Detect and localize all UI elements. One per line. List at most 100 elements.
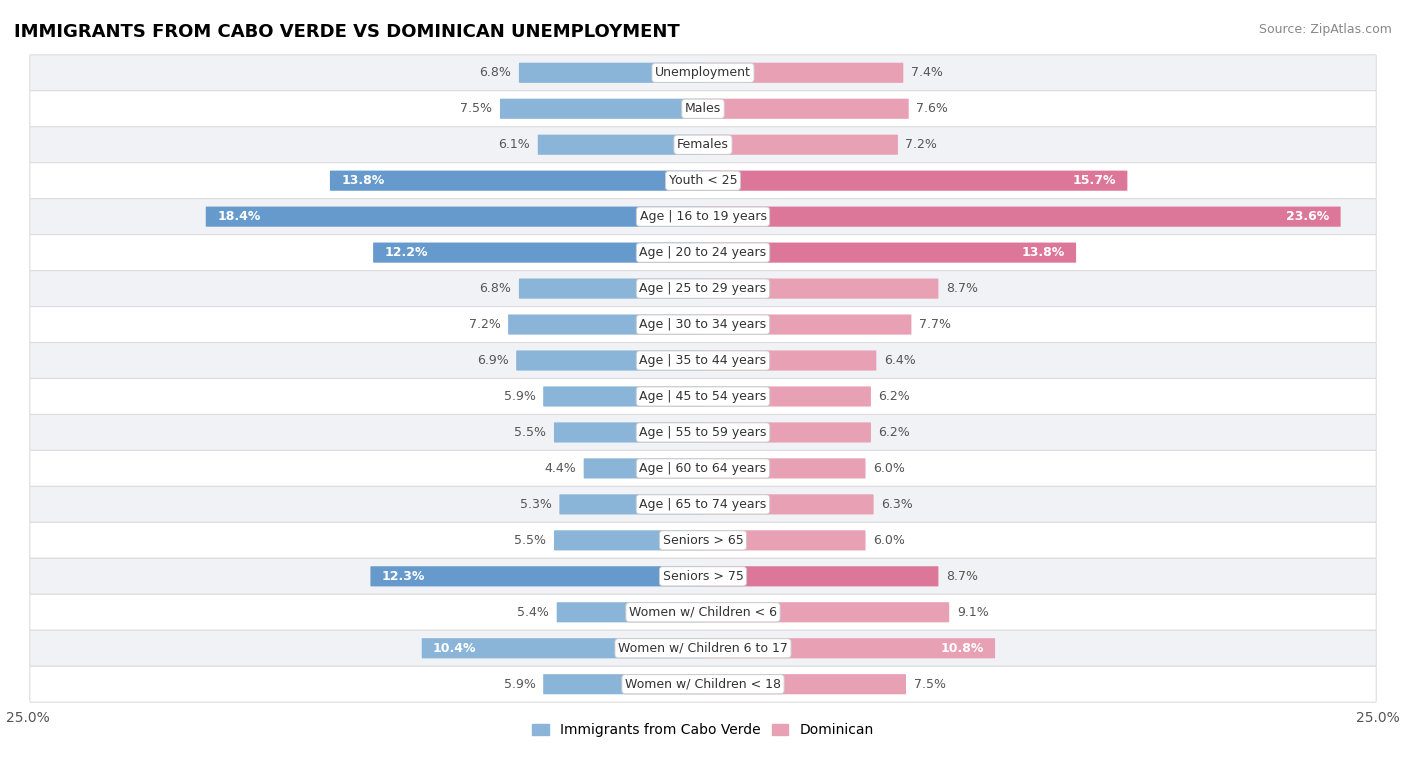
FancyBboxPatch shape	[30, 594, 1376, 631]
FancyBboxPatch shape	[370, 566, 703, 587]
Text: 15.7%: 15.7%	[1073, 174, 1116, 187]
Text: 4.4%: 4.4%	[544, 462, 576, 475]
Text: 6.4%: 6.4%	[884, 354, 915, 367]
Text: Women w/ Children 6 to 17: Women w/ Children 6 to 17	[619, 642, 787, 655]
FancyBboxPatch shape	[703, 494, 873, 515]
FancyBboxPatch shape	[703, 386, 870, 407]
Text: 13.8%: 13.8%	[342, 174, 384, 187]
Text: Unemployment: Unemployment	[655, 67, 751, 79]
Text: 5.9%: 5.9%	[503, 390, 536, 403]
FancyBboxPatch shape	[703, 350, 876, 371]
Text: 12.2%: 12.2%	[384, 246, 427, 259]
Text: Age | 20 to 24 years: Age | 20 to 24 years	[640, 246, 766, 259]
Text: Women w/ Children < 6: Women w/ Children < 6	[628, 606, 778, 618]
FancyBboxPatch shape	[703, 98, 908, 119]
FancyBboxPatch shape	[30, 666, 1376, 702]
Text: 18.4%: 18.4%	[217, 210, 260, 223]
FancyBboxPatch shape	[703, 279, 938, 299]
Text: Seniors > 75: Seniors > 75	[662, 570, 744, 583]
FancyBboxPatch shape	[330, 170, 703, 191]
FancyBboxPatch shape	[554, 531, 703, 550]
FancyBboxPatch shape	[554, 422, 703, 443]
FancyBboxPatch shape	[30, 522, 1376, 559]
Text: 5.5%: 5.5%	[515, 534, 547, 547]
Text: 9.1%: 9.1%	[956, 606, 988, 618]
Text: 7.5%: 7.5%	[460, 102, 492, 115]
Text: 13.8%: 13.8%	[1022, 246, 1064, 259]
Text: 5.3%: 5.3%	[520, 498, 551, 511]
FancyBboxPatch shape	[501, 98, 703, 119]
FancyBboxPatch shape	[30, 307, 1376, 342]
Text: 6.2%: 6.2%	[879, 426, 910, 439]
FancyBboxPatch shape	[30, 198, 1376, 235]
FancyBboxPatch shape	[703, 242, 1076, 263]
Text: 8.7%: 8.7%	[946, 570, 979, 583]
FancyBboxPatch shape	[560, 494, 703, 515]
Text: 6.8%: 6.8%	[479, 282, 512, 295]
FancyBboxPatch shape	[30, 450, 1376, 487]
Text: Females: Females	[678, 139, 728, 151]
FancyBboxPatch shape	[703, 531, 866, 550]
FancyBboxPatch shape	[30, 378, 1376, 415]
Text: Age | 25 to 29 years: Age | 25 to 29 years	[640, 282, 766, 295]
Text: 7.4%: 7.4%	[911, 67, 943, 79]
FancyBboxPatch shape	[30, 631, 1376, 666]
FancyBboxPatch shape	[537, 135, 703, 154]
FancyBboxPatch shape	[703, 207, 1341, 226]
FancyBboxPatch shape	[30, 487, 1376, 522]
Text: 7.5%: 7.5%	[914, 678, 946, 690]
FancyBboxPatch shape	[703, 566, 938, 587]
Text: 10.4%: 10.4%	[433, 642, 477, 655]
Text: Age | 45 to 54 years: Age | 45 to 54 years	[640, 390, 766, 403]
Text: 7.6%: 7.6%	[917, 102, 948, 115]
Text: 5.5%: 5.5%	[515, 426, 547, 439]
Text: 6.3%: 6.3%	[882, 498, 912, 511]
Legend: Immigrants from Cabo Verde, Dominican: Immigrants from Cabo Verde, Dominican	[527, 718, 879, 743]
FancyBboxPatch shape	[519, 279, 703, 299]
Text: 6.0%: 6.0%	[873, 462, 905, 475]
Text: 6.8%: 6.8%	[479, 67, 512, 79]
Text: 7.2%: 7.2%	[468, 318, 501, 331]
FancyBboxPatch shape	[30, 163, 1376, 198]
Text: Age | 35 to 44 years: Age | 35 to 44 years	[640, 354, 766, 367]
Text: 6.2%: 6.2%	[879, 390, 910, 403]
FancyBboxPatch shape	[30, 126, 1376, 163]
FancyBboxPatch shape	[30, 55, 1376, 91]
Text: Source: ZipAtlas.com: Source: ZipAtlas.com	[1258, 23, 1392, 36]
FancyBboxPatch shape	[30, 235, 1376, 270]
FancyBboxPatch shape	[703, 638, 995, 659]
FancyBboxPatch shape	[703, 63, 903, 83]
Text: 5.4%: 5.4%	[517, 606, 550, 618]
FancyBboxPatch shape	[422, 638, 703, 659]
Text: Youth < 25: Youth < 25	[669, 174, 737, 187]
FancyBboxPatch shape	[703, 422, 870, 443]
Text: IMMIGRANTS FROM CABO VERDE VS DOMINICAN UNEMPLOYMENT: IMMIGRANTS FROM CABO VERDE VS DOMINICAN …	[14, 23, 681, 41]
FancyBboxPatch shape	[516, 350, 703, 371]
Text: 5.9%: 5.9%	[503, 678, 536, 690]
Text: 7.7%: 7.7%	[920, 318, 950, 331]
Text: 8.7%: 8.7%	[946, 282, 979, 295]
Text: 12.3%: 12.3%	[382, 570, 425, 583]
FancyBboxPatch shape	[205, 207, 703, 226]
Text: 23.6%: 23.6%	[1286, 210, 1329, 223]
FancyBboxPatch shape	[703, 135, 898, 154]
FancyBboxPatch shape	[543, 386, 703, 407]
Text: 10.8%: 10.8%	[941, 642, 984, 655]
FancyBboxPatch shape	[703, 458, 866, 478]
FancyBboxPatch shape	[508, 314, 703, 335]
Text: Age | 16 to 19 years: Age | 16 to 19 years	[640, 210, 766, 223]
Text: 6.0%: 6.0%	[873, 534, 905, 547]
FancyBboxPatch shape	[703, 674, 905, 694]
FancyBboxPatch shape	[703, 603, 949, 622]
FancyBboxPatch shape	[373, 242, 703, 263]
FancyBboxPatch shape	[30, 415, 1376, 450]
Text: Age | 60 to 64 years: Age | 60 to 64 years	[640, 462, 766, 475]
FancyBboxPatch shape	[519, 63, 703, 83]
FancyBboxPatch shape	[30, 559, 1376, 594]
Text: Age | 30 to 34 years: Age | 30 to 34 years	[640, 318, 766, 331]
FancyBboxPatch shape	[30, 270, 1376, 307]
FancyBboxPatch shape	[703, 170, 1128, 191]
Text: Age | 55 to 59 years: Age | 55 to 59 years	[640, 426, 766, 439]
Text: 6.1%: 6.1%	[499, 139, 530, 151]
Text: 6.9%: 6.9%	[477, 354, 509, 367]
